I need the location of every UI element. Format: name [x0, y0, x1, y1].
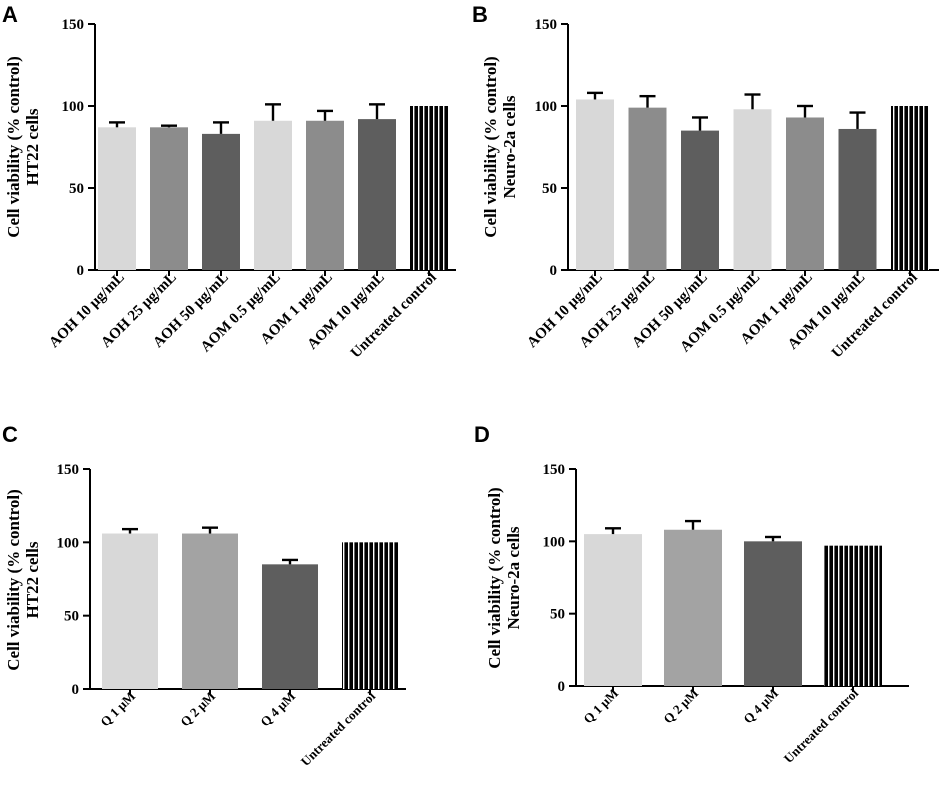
bar	[681, 130, 719, 270]
bar	[584, 534, 642, 686]
y-tick-label: 100	[535, 99, 558, 115]
bar	[262, 564, 318, 689]
category-label: Q 1 μM	[97, 689, 138, 730]
y-axis-title: Cell viability (% control)	[485, 487, 504, 668]
category-label: Untreated control	[781, 685, 862, 766]
y-axis-title: Neuro-2a cells	[504, 526, 523, 629]
category-label: Q 2 μM	[660, 686, 701, 727]
category-label: Q 1 μM	[580, 686, 621, 727]
y-tick-label: 50	[64, 609, 79, 625]
bar	[306, 120, 344, 270]
bar	[824, 545, 882, 686]
y-axis-title: Cell viability (% control)	[4, 56, 23, 237]
bar	[628, 107, 667, 270]
panel-c: C Cell viability (% control) HT22 cells 0 50…	[2, 422, 406, 769]
y-tick-label: 150	[57, 462, 80, 478]
y-tick-label: 50	[69, 181, 84, 197]
y-axis-title: Cell viability (% control)	[4, 489, 23, 670]
y-tick-label: 0	[558, 679, 566, 695]
y-axis-title: Neuro-2a cells	[500, 95, 519, 198]
y-tick-label: 0	[77, 263, 85, 279]
bar	[202, 133, 240, 270]
category-label: Q 4 μM	[740, 686, 781, 727]
bar	[98, 127, 136, 270]
y-tick-label: 100	[62, 99, 85, 115]
y-tick-label: 0	[72, 682, 80, 698]
panel-letter: A	[2, 2, 18, 27]
panel-b: B Cell viability (% control) Neuro-2a cell…	[472, 2, 939, 361]
y-tick-label: 0	[550, 263, 558, 279]
y-tick-label: 50	[542, 181, 557, 197]
bar	[342, 542, 398, 689]
y-tick-label: 150	[535, 17, 558, 33]
bar	[838, 128, 877, 270]
bar	[733, 109, 772, 270]
y-axis-title: HT22 cells	[23, 108, 42, 185]
bar	[254, 120, 292, 270]
bar	[744, 541, 802, 686]
y-tick-label: 150	[543, 462, 566, 478]
panel-letter: C	[2, 422, 18, 447]
bar	[410, 106, 448, 270]
y-tick-label: 100	[57, 535, 80, 551]
bar	[786, 117, 824, 270]
category-label: Q 4 μM	[257, 689, 298, 730]
bar	[102, 533, 158, 689]
panel-d: D Cell viability (% control) Neuro-2a cell…	[474, 422, 909, 766]
bar	[664, 529, 722, 686]
y-axis-title: Cell viability (% control)	[481, 56, 500, 237]
bar	[150, 127, 188, 270]
y-axis-title: HT22 cells	[23, 541, 42, 618]
category-label: Untreated control	[298, 688, 379, 769]
panel-letter: B	[472, 2, 488, 27]
bar	[182, 533, 238, 689]
bar	[576, 99, 614, 270]
bar	[891, 106, 929, 270]
bar	[358, 119, 396, 271]
panel-a: A Cell viability (% control) HT22 cells 0 50…	[2, 2, 456, 361]
panel-letter: D	[474, 422, 490, 447]
y-tick-label: 150	[62, 17, 85, 33]
y-tick-label: 100	[543, 534, 566, 550]
y-tick-label: 50	[550, 607, 565, 623]
category-label: Q 2 μM	[177, 689, 218, 730]
